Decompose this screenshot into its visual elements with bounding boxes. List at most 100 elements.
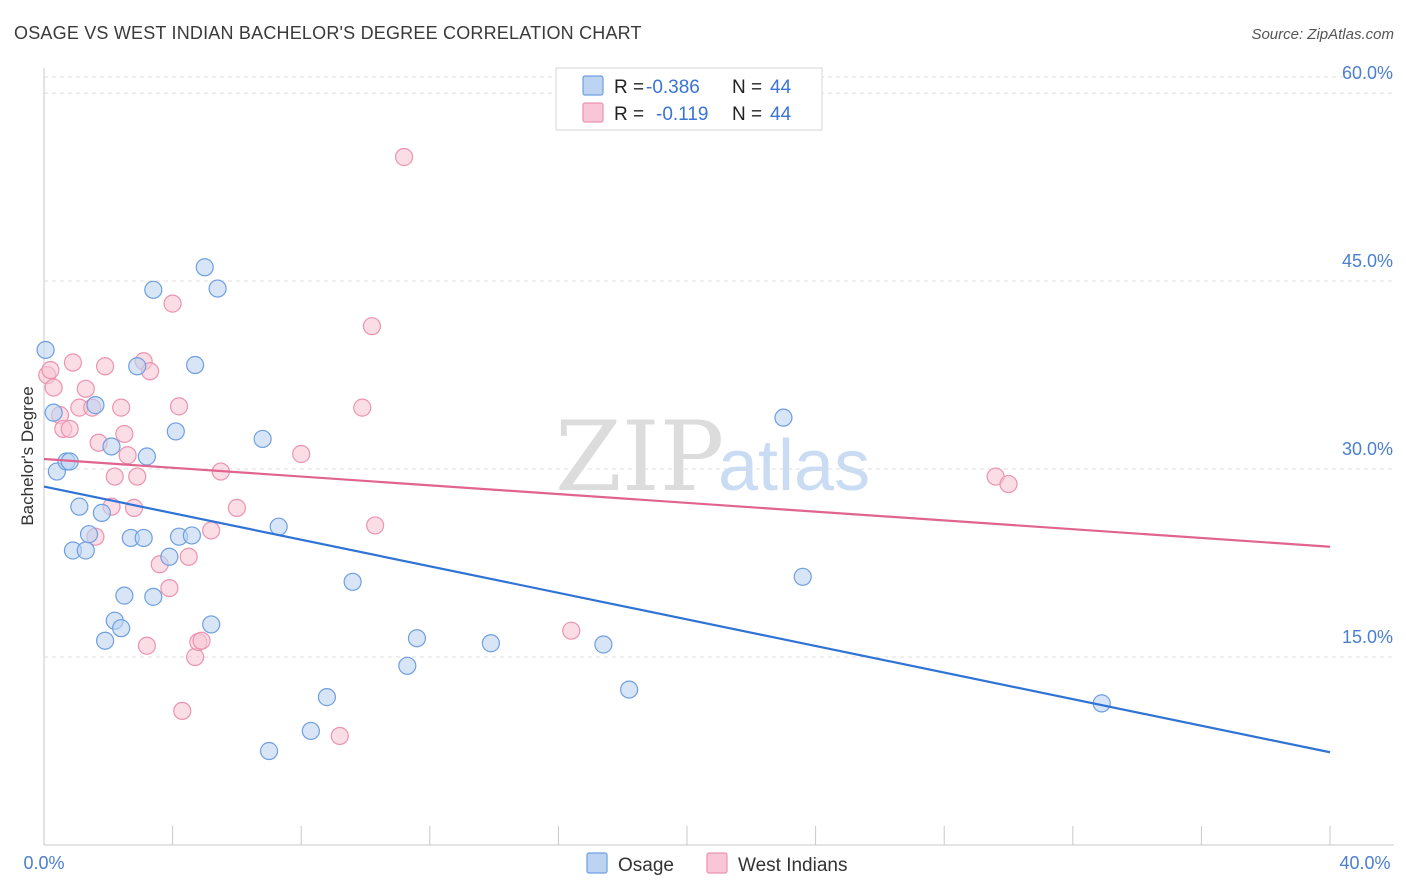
series-legend: Osage West Indians — [586, 852, 847, 876]
x-tick-label-min: 0.0% — [23, 853, 64, 873]
trend-lines — [43, 457, 1331, 754]
chart-title: OSAGE VS WEST INDIAN BACHELOR'S DEGREE C… — [14, 23, 642, 43]
series-legend-swatch-west-indians — [706, 852, 728, 874]
legend-swatch-osage — [582, 75, 604, 96]
axes — [43, 68, 1394, 846]
legend-r-label: R = — [614, 104, 644, 125]
legend-r-value-osage: -0.386 — [646, 77, 700, 98]
osage-point — [407, 629, 427, 648]
osage-point — [115, 586, 134, 605]
legend-swatch-west-indians — [582, 102, 604, 123]
osage-point — [76, 541, 95, 560]
west-indians-point — [44, 378, 63, 397]
osage-point — [144, 587, 163, 606]
y-tick-label: 15.0% — [1342, 627, 1393, 647]
osage-point — [86, 396, 105, 415]
osage-point — [481, 634, 500, 653]
legend-n-value-osage: 44 — [770, 77, 792, 98]
legend-n-label: N = — [732, 77, 762, 98]
osage-point — [793, 567, 812, 586]
west-indians-point — [353, 398, 372, 417]
osage-point — [102, 437, 121, 456]
west-indians-point — [128, 467, 147, 486]
west-indians-point — [63, 353, 83, 372]
legend-n-label: N = — [732, 104, 762, 125]
watermark: ZIP atlas — [555, 401, 870, 513]
osage-point — [134, 528, 153, 548]
legend-n-value-west-indians: 44 — [770, 104, 792, 125]
y-axis-label: Bachelor's Degree — [18, 386, 37, 525]
west-indians-point — [112, 398, 131, 417]
osage-point — [95, 631, 115, 650]
legend-r-value-west-indians: -0.119 — [656, 104, 708, 125]
stats-legend: R = -0.386 N = 44 R = -0.119 N = 44 — [555, 67, 823, 131]
west-indians-point — [186, 647, 205, 667]
west-indians-point — [169, 397, 189, 416]
west-indians-point — [105, 467, 124, 486]
x-tick-marks — [43, 826, 1331, 845]
y-tick-labels: 15.0% 30.0% 45.0% 60.0% — [1342, 63, 1393, 647]
west-indians-point — [118, 446, 137, 465]
osage-point — [774, 408, 793, 427]
y-tick-label: 45.0% — [1342, 251, 1393, 271]
west-indians-point — [562, 621, 581, 640]
osage-point — [144, 280, 163, 299]
osage-point — [112, 619, 131, 638]
west-indians-point — [192, 631, 211, 650]
series-legend-label-osage: Osage — [618, 855, 674, 876]
osage-point — [44, 403, 63, 422]
osage-point — [269, 517, 288, 536]
osage-point — [253, 429, 272, 449]
x-tick-label-max: 40.0% — [1339, 853, 1390, 873]
osage-point — [317, 688, 337, 707]
west-indians-point — [179, 547, 198, 566]
west-indians-point — [115, 424, 134, 444]
osage-point — [301, 721, 320, 741]
west-indians-point — [76, 379, 95, 398]
series-legend-swatch-osage — [586, 852, 608, 874]
gridlines — [44, 76, 1394, 658]
osage-points — [36, 258, 1111, 761]
osage-point — [186, 355, 205, 375]
west-indians-point — [163, 294, 182, 313]
osage-point — [195, 258, 214, 277]
west-indians-point — [124, 498, 144, 517]
osage-point — [92, 503, 111, 522]
west-indians-point — [41, 360, 60, 380]
osage-point — [70, 497, 89, 516]
osage-point — [208, 279, 227, 298]
osage-point — [128, 357, 147, 376]
osage-point — [166, 422, 185, 441]
osage-point — [36, 340, 55, 360]
west-indians-point — [227, 498, 246, 517]
west-indians-point — [160, 578, 179, 598]
osage-point — [202, 615, 221, 634]
osage-point — [620, 680, 639, 699]
west-indians-point — [999, 474, 1018, 494]
y-tick-label: 30.0% — [1342, 439, 1393, 459]
osage-point — [398, 656, 417, 675]
watermark-atlas: atlas — [718, 426, 870, 506]
osage-point — [79, 525, 99, 544]
west-indians-point — [202, 521, 221, 540]
series-legend-label-west-indians: West Indians — [738, 855, 847, 876]
west-indians-point — [394, 147, 414, 167]
west-indians-point — [362, 317, 382, 336]
osage-point — [594, 635, 613, 654]
osage-point — [182, 526, 201, 545]
west-indians-point — [137, 636, 156, 655]
chart-source: Source: ZipAtlas.com — [1251, 26, 1394, 43]
osage-trend-line — [43, 485, 1331, 754]
osage-point — [137, 447, 156, 466]
legend-r-label: R = — [614, 77, 644, 98]
west-indians-trend-line — [43, 457, 1331, 548]
osage-point — [160, 547, 179, 566]
west-indians-point — [366, 516, 385, 535]
west-indians-point — [60, 419, 79, 439]
west-indians-point — [173, 701, 192, 721]
watermark-zip: ZIP — [555, 401, 724, 513]
west-indians-point — [292, 444, 311, 464]
west-indians-point — [330, 726, 349, 746]
west-indians-points — [38, 147, 1018, 746]
